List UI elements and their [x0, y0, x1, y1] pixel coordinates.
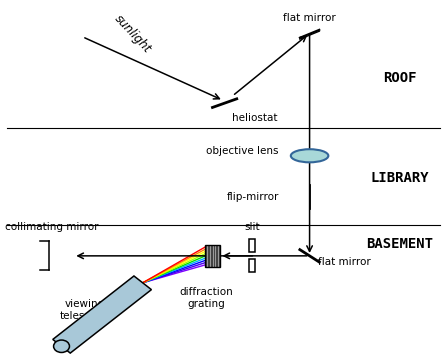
Text: objective lens: objective lens [206, 146, 278, 156]
Circle shape [54, 340, 69, 352]
Text: sunlight: sunlight [112, 12, 154, 56]
Bar [249, 239, 255, 252]
Bar [206, 245, 219, 267]
Text: slit: slit [245, 222, 260, 232]
Text: LIBRARY: LIBRARY [371, 171, 430, 185]
Text: heliostat: heliostat [232, 112, 278, 123]
Text: flat mirror: flat mirror [318, 257, 371, 267]
Bar [249, 259, 255, 272]
Text: diffraction
grating: diffraction grating [179, 287, 233, 308]
Text: flip-mirror: flip-mirror [226, 192, 278, 202]
Polygon shape [53, 276, 152, 353]
Text: ROOF: ROOF [384, 71, 417, 85]
Text: flat mirror: flat mirror [283, 13, 336, 23]
Ellipse shape [291, 149, 329, 162]
Text: collimating mirror: collimating mirror [5, 222, 98, 232]
Text: viewing
telescope: viewing telescope [59, 299, 110, 321]
Text: BASEMENT: BASEMENT [367, 237, 434, 251]
